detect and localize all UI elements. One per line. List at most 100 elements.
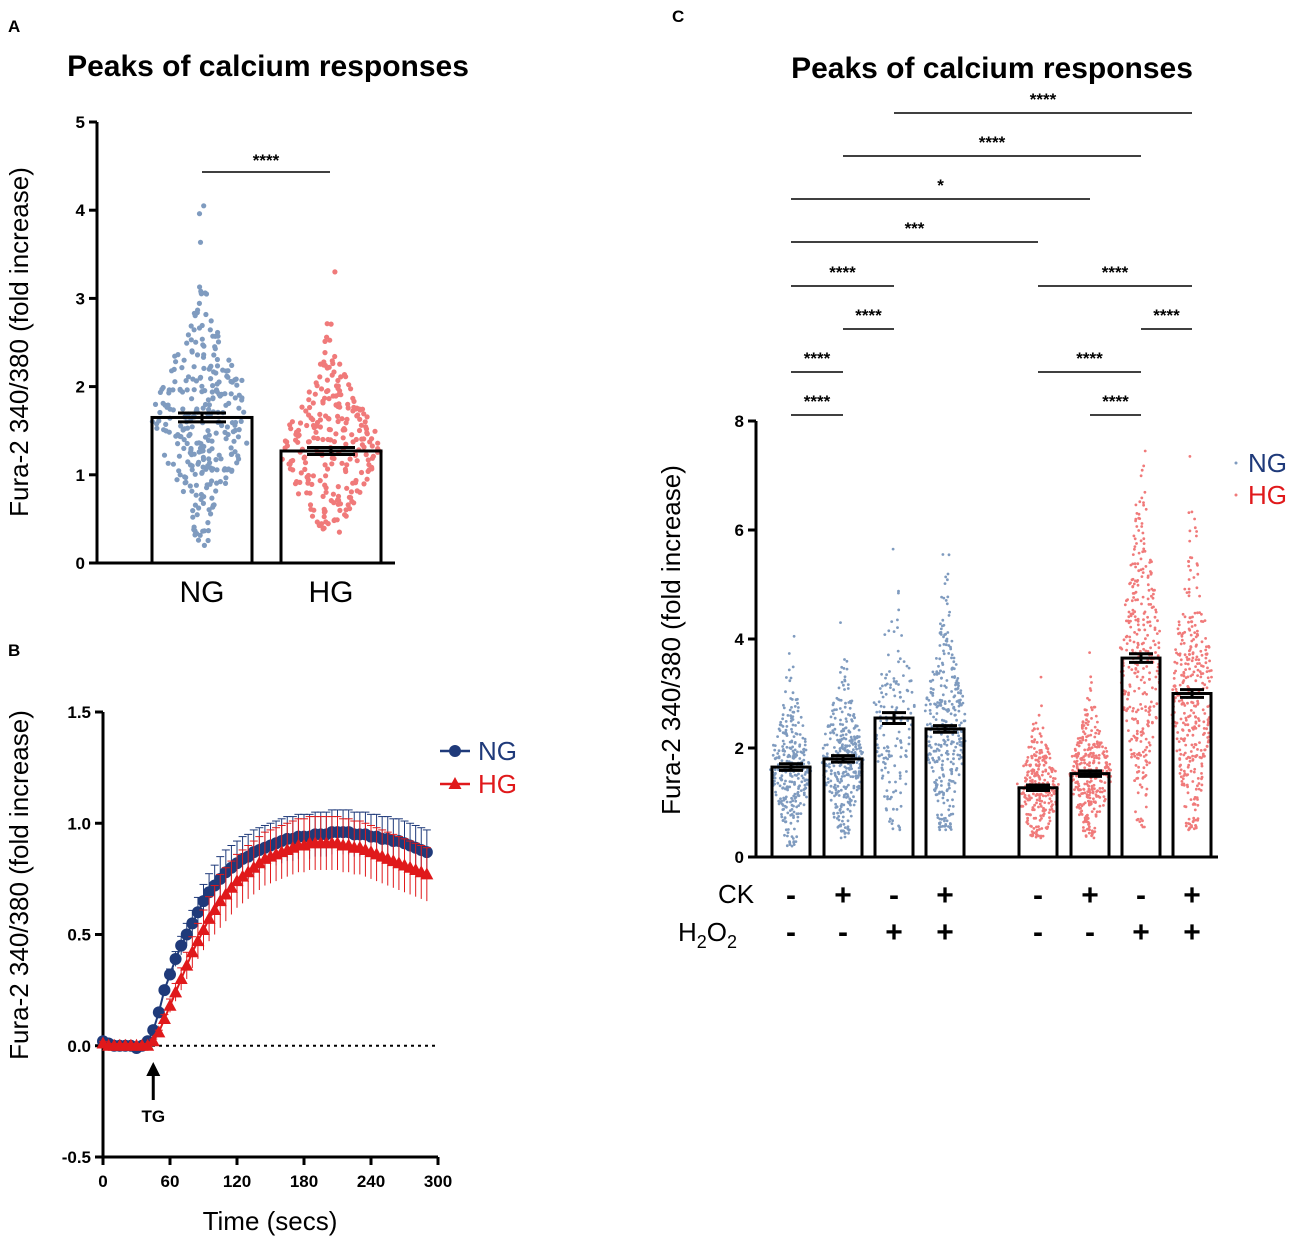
data-point	[1140, 496, 1144, 500]
data-point	[1101, 752, 1105, 755]
data-point	[947, 553, 951, 557]
data-point	[1129, 748, 1133, 752]
data-point	[877, 700, 881, 704]
data-point	[1179, 658, 1183, 662]
data-point	[942, 652, 946, 656]
data-point	[336, 391, 342, 397]
data-point	[1035, 825, 1038, 829]
data-point	[314, 383, 320, 389]
data-point	[1035, 770, 1039, 774]
significance-label: ****	[804, 349, 831, 368]
data-point	[1174, 669, 1177, 673]
data-point	[1139, 703, 1142, 706]
data-point	[930, 766, 934, 769]
data-point	[1032, 792, 1035, 796]
data-point	[1157, 641, 1161, 645]
data-point	[1136, 562, 1140, 566]
data-point	[1197, 719, 1201, 722]
data-point	[841, 723, 845, 726]
data-point	[1086, 790, 1090, 793]
data-point	[167, 406, 173, 412]
data-point	[216, 379, 222, 385]
data-point	[838, 808, 842, 812]
data-point	[847, 831, 850, 835]
data-point	[323, 473, 329, 479]
data-point	[289, 419, 295, 425]
data-point	[788, 679, 792, 683]
data-point	[1210, 675, 1213, 679]
data-point	[832, 785, 836, 789]
data-point	[946, 798, 949, 802]
data-point	[897, 683, 900, 686]
data-point	[1082, 788, 1086, 791]
data-point	[949, 712, 953, 716]
data-point	[1153, 628, 1157, 631]
data-point	[1190, 620, 1194, 624]
data-point	[1191, 758, 1195, 762]
data-point	[1187, 564, 1191, 568]
data-point	[953, 781, 957, 785]
data-point	[849, 699, 852, 703]
data-point	[842, 770, 846, 774]
data-point	[902, 660, 906, 663]
data-point	[219, 422, 225, 429]
series-point-HG	[224, 880, 238, 893]
data-point	[337, 361, 343, 367]
data-point	[297, 420, 304, 426]
data-point	[299, 404, 305, 410]
data-point	[935, 671, 939, 674]
data-point	[1030, 825, 1033, 828]
data-point	[789, 800, 792, 804]
data-point	[329, 461, 335, 467]
data-point	[1200, 772, 1203, 775]
data-point	[295, 491, 302, 497]
data-point	[1087, 831, 1091, 835]
data-point	[301, 455, 307, 461]
data-point	[940, 676, 943, 680]
data-point	[1142, 503, 1145, 507]
data-point	[795, 835, 799, 839]
data-point	[185, 374, 192, 380]
x-tick-label: 240	[357, 1172, 385, 1191]
data-point	[773, 757, 777, 761]
data-point	[1080, 809, 1084, 813]
data-point	[1189, 633, 1193, 637]
data-point	[939, 684, 943, 688]
data-point	[174, 477, 180, 483]
data-point	[784, 728, 788, 732]
data-point	[311, 507, 317, 513]
data-point	[311, 425, 317, 431]
data-point	[937, 825, 941, 829]
data-point	[936, 701, 939, 704]
data-point	[839, 722, 842, 726]
series-point-HG	[191, 934, 205, 947]
data-point	[949, 742, 953, 746]
data-point	[1107, 767, 1111, 771]
data-point	[320, 398, 326, 404]
data-point	[892, 790, 895, 794]
data-point	[1135, 632, 1139, 636]
data-point	[223, 475, 229, 481]
series-point-HG	[146, 1034, 160, 1047]
data-point	[960, 756, 963, 759]
data-point	[836, 784, 840, 788]
data-point	[1040, 817, 1043, 820]
data-point	[1190, 639, 1194, 643]
data-point	[943, 700, 947, 703]
data-point	[935, 778, 938, 782]
data-point	[1148, 713, 1151, 717]
data-point	[872, 701, 876, 704]
data-point	[200, 448, 206, 454]
data-point	[323, 519, 329, 525]
data-point	[1133, 547, 1136, 551]
data-point	[189, 467, 195, 473]
data-point	[190, 376, 196, 382]
panel-c-title: Peaks of calcium responses	[791, 52, 1193, 85]
data-point	[1090, 833, 1094, 836]
data-point	[844, 737, 848, 741]
data-point	[1039, 675, 1043, 679]
data-point	[1087, 720, 1090, 723]
data-point	[825, 752, 829, 756]
data-point	[1197, 787, 1201, 791]
